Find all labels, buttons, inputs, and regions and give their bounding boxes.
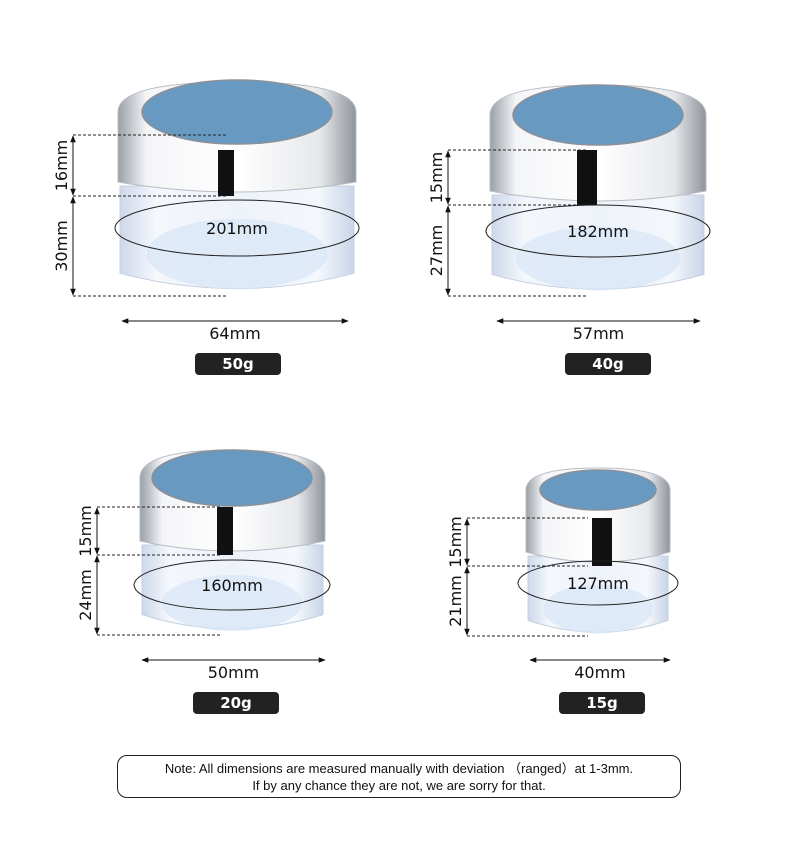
circumference-ring	[485, 204, 711, 258]
circumference-ring	[517, 560, 679, 606]
lid-notch	[577, 150, 597, 205]
circumference-ring	[114, 199, 360, 257]
lid-top-blue	[539, 469, 657, 511]
jar-20g: 160mm 15mm 24mm 50mm 20g	[76, 449, 331, 714]
capacity-label: 50g	[222, 355, 254, 373]
lid-notch	[218, 150, 234, 196]
capacity-badge	[565, 353, 651, 375]
capacity-badge	[193, 692, 279, 714]
lid-height-label: 15mm	[427, 152, 446, 204]
jar-15g: 127mm 15mm 21mm 40mm 15g	[446, 467, 679, 714]
capacity-label: 15g	[586, 694, 618, 712]
lid-top-blue	[141, 79, 333, 145]
note-line-2: If by any chance they are not, we are so…	[252, 778, 546, 793]
jar-40g: 182mm 15mm 27mm 57mm 40g	[427, 84, 711, 375]
capacity-badge	[559, 692, 645, 714]
body-height-label: 27mm	[427, 225, 446, 277]
circumference-ring	[133, 559, 331, 611]
body-height-label: 21mm	[446, 575, 465, 627]
diameter-label: 64mm	[209, 324, 261, 343]
lid-top-blue	[512, 84, 684, 146]
circumference-label: 127mm	[567, 574, 629, 593]
jar-inner-base	[543, 584, 653, 634]
lid-notch	[217, 507, 233, 555]
jar-inner-base	[515, 226, 681, 291]
body-height-label: 24mm	[76, 569, 95, 621]
circumference-label: 182mm	[567, 222, 629, 241]
lid-notch	[592, 518, 612, 566]
capacity-label: 20g	[220, 694, 252, 712]
jar-inner-base	[146, 219, 328, 289]
jar-inner-base	[161, 575, 303, 631]
disclaimer-note: Note: All dimensions are measured manual…	[117, 755, 681, 798]
lid-height-label: 15mm	[446, 516, 465, 568]
note-line-1: Note: All dimensions are measured manual…	[164, 761, 634, 776]
capacity-badge	[195, 353, 281, 375]
diameter-label: 40mm	[574, 663, 626, 682]
diameter-label: 50mm	[208, 663, 260, 682]
capacity-label: 40g	[592, 355, 624, 373]
body-height-label: 30mm	[52, 220, 71, 272]
circumference-label: 201mm	[206, 219, 268, 238]
lid-height-label: 16mm	[52, 140, 71, 192]
circumference-label: 160mm	[201, 576, 263, 595]
lid-top-blue	[151, 449, 313, 507]
diameter-label: 57mm	[573, 324, 625, 343]
lid-height-label: 15mm	[76, 505, 95, 557]
jar-50g: 201mm 16mm 30mm 64mm 50g	[52, 79, 360, 375]
